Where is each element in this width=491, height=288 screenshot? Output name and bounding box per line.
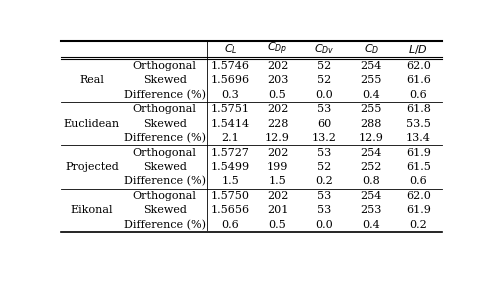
Text: 2.1: 2.1 [221, 133, 240, 143]
Text: 62.0: 62.0 [406, 191, 431, 201]
Text: 1.5656: 1.5656 [211, 205, 250, 215]
Text: Skewed: Skewed [143, 205, 187, 215]
Text: 0.2: 0.2 [316, 176, 333, 186]
Text: 0.0: 0.0 [316, 220, 333, 230]
Text: 0.6: 0.6 [221, 220, 240, 230]
Text: Orthogonal: Orthogonal [133, 104, 197, 114]
Text: 228: 228 [267, 119, 288, 129]
Text: 53: 53 [317, 191, 331, 201]
Text: 0.4: 0.4 [362, 220, 381, 230]
Text: 52: 52 [317, 75, 331, 86]
Text: 13.4: 13.4 [406, 133, 431, 143]
Text: 0.4: 0.4 [362, 90, 381, 100]
Text: 199: 199 [267, 162, 288, 172]
Text: 255: 255 [361, 104, 382, 114]
Text: Difference (%): Difference (%) [124, 133, 206, 143]
Text: Difference (%): Difference (%) [124, 176, 206, 187]
Text: 202: 202 [267, 61, 288, 71]
Text: 0.5: 0.5 [269, 90, 286, 100]
Text: 1.5499: 1.5499 [211, 162, 250, 172]
Text: 1.5727: 1.5727 [211, 147, 250, 158]
Text: 61.9: 61.9 [406, 147, 431, 158]
Text: 253: 253 [361, 205, 382, 215]
Text: 61.8: 61.8 [406, 104, 431, 114]
Text: 0.8: 0.8 [362, 176, 381, 186]
Text: 255: 255 [361, 75, 382, 86]
Text: Orthogonal: Orthogonal [133, 61, 197, 71]
Text: Orthogonal: Orthogonal [133, 191, 197, 201]
Text: 60: 60 [317, 119, 331, 129]
Text: 61.5: 61.5 [406, 162, 431, 172]
Text: Skewed: Skewed [143, 119, 187, 129]
Text: 52: 52 [317, 61, 331, 71]
Text: 0.6: 0.6 [409, 90, 427, 100]
Text: 1.5: 1.5 [269, 176, 286, 186]
Text: 61.6: 61.6 [406, 75, 431, 86]
Text: 53.5: 53.5 [406, 119, 431, 129]
Text: 288: 288 [361, 119, 382, 129]
Text: 61.9: 61.9 [406, 205, 431, 215]
Text: 52: 52 [317, 162, 331, 172]
Text: Orthogonal: Orthogonal [133, 147, 197, 158]
Text: 1.5751: 1.5751 [211, 104, 250, 114]
Text: 202: 202 [267, 104, 288, 114]
Text: 12.9: 12.9 [359, 133, 384, 143]
Text: 0.2: 0.2 [409, 220, 427, 230]
Text: 1.5414: 1.5414 [211, 119, 250, 129]
Text: 0.0: 0.0 [316, 90, 333, 100]
Text: 1.5746: 1.5746 [211, 61, 250, 71]
Text: Eikonal: Eikonal [71, 205, 113, 215]
Text: 254: 254 [361, 191, 382, 201]
Text: Projected: Projected [65, 162, 119, 172]
Text: 1.5750: 1.5750 [211, 191, 250, 201]
Text: 1.5696: 1.5696 [211, 75, 250, 86]
Text: 252: 252 [361, 162, 382, 172]
Text: 62.0: 62.0 [406, 61, 431, 71]
Text: $C_L$: $C_L$ [224, 42, 237, 56]
Text: 12.9: 12.9 [265, 133, 290, 143]
Text: $C_D$: $C_D$ [364, 42, 379, 56]
Text: 254: 254 [361, 147, 382, 158]
Text: $C_{Dp}$: $C_{Dp}$ [267, 41, 288, 57]
Text: 0.3: 0.3 [221, 90, 240, 100]
Text: 201: 201 [267, 205, 288, 215]
Text: 254: 254 [361, 61, 382, 71]
Text: Real: Real [80, 75, 105, 86]
Text: 53: 53 [317, 147, 331, 158]
Text: $L/D$: $L/D$ [409, 43, 429, 56]
Text: 53: 53 [317, 104, 331, 114]
Text: 53: 53 [317, 205, 331, 215]
Text: 0.5: 0.5 [269, 220, 286, 230]
Text: 202: 202 [267, 147, 288, 158]
Text: Euclidean: Euclidean [64, 119, 120, 129]
Text: 202: 202 [267, 191, 288, 201]
Text: Skewed: Skewed [143, 162, 187, 172]
Text: 13.2: 13.2 [312, 133, 337, 143]
Text: $C_{Dv}$: $C_{Dv}$ [314, 42, 335, 56]
Text: 203: 203 [267, 75, 288, 86]
Text: Difference (%): Difference (%) [124, 219, 206, 230]
Text: 1.5: 1.5 [221, 176, 240, 186]
Text: 0.6: 0.6 [409, 176, 427, 186]
Text: Skewed: Skewed [143, 75, 187, 86]
Text: Difference (%): Difference (%) [124, 90, 206, 100]
